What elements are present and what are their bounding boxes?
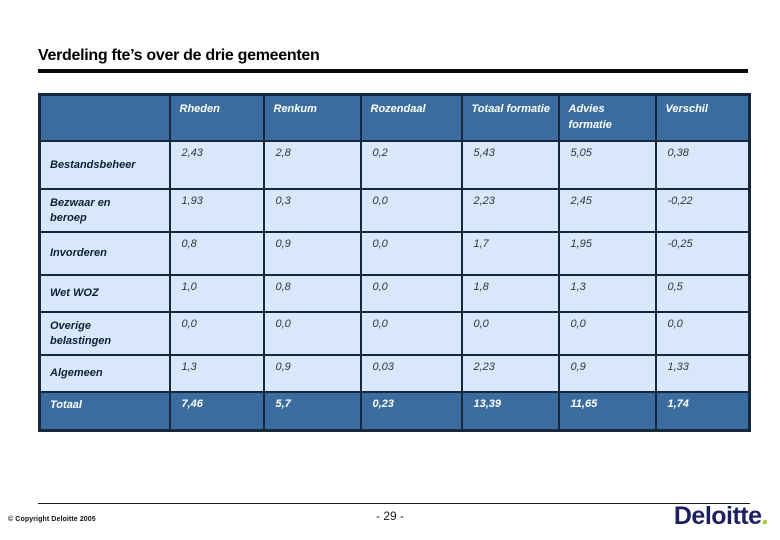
row-label: Overige belastingen bbox=[38, 311, 171, 356]
table-cell: 0,0 bbox=[168, 311, 265, 356]
table-cell: 1,8 bbox=[460, 274, 560, 313]
table-cell: 1,0 bbox=[168, 274, 265, 313]
table-cell: 5,43 bbox=[460, 140, 560, 190]
total-row: Totaal 7,46 5,7 0,23 13,39 11,65 1,74 bbox=[38, 391, 751, 431]
table-cell: 0,0 bbox=[654, 311, 751, 356]
table-cell: 1,3 bbox=[557, 274, 657, 313]
table-row: Overige belastingen 0,0 0,0 0,0 0,0 0,0 0,0 bbox=[38, 311, 751, 356]
row-label: Totaal bbox=[38, 391, 171, 431]
column-header: Rozendaal bbox=[359, 93, 463, 142]
row-label: Invorderen bbox=[38, 231, 171, 276]
table-cell: 1,33 bbox=[654, 354, 751, 393]
page-number: - 29 - bbox=[375, 509, 404, 523]
table-cell: 1,3 bbox=[168, 354, 265, 393]
table-cell: 1,95 bbox=[557, 231, 657, 276]
row-label: Wet WOZ bbox=[38, 274, 171, 313]
table-cell: 0,9 bbox=[262, 231, 362, 276]
title-underline-rule bbox=[38, 69, 748, 73]
table-row: Wet WOZ 1,0 0,8 0,0 1,8 1,3 0,5 bbox=[38, 274, 751, 313]
table-cell: 0,5 bbox=[654, 274, 751, 313]
table-cell: 0,8 bbox=[168, 231, 265, 276]
column-header: Rheden bbox=[168, 93, 265, 142]
table-cell: 0,0 bbox=[557, 311, 657, 356]
table-header-row: Rheden Renkum Rozendaal Totaal formatie Advi… bbox=[38, 93, 751, 142]
row-label: Algemeen bbox=[38, 354, 171, 393]
table-row: Bestandsbeheer 2,43 2,8 0,2 5,43 5,05 0,38 bbox=[38, 140, 751, 190]
column-header: Totaal formatie bbox=[460, 93, 560, 142]
copyright-text: © Copyright Deloitte 2005 bbox=[8, 516, 96, 523]
table-cell: 1,7 bbox=[460, 231, 560, 276]
table-cell: 0,0 bbox=[359, 311, 463, 356]
footer-rule bbox=[38, 503, 750, 504]
table-cell: 11,65 bbox=[557, 391, 657, 431]
table-cell: 7,46 bbox=[168, 391, 265, 431]
table-cell: 0,38 bbox=[654, 140, 751, 190]
table-cell: 0,23 bbox=[359, 391, 463, 431]
table-cell: 0,0 bbox=[262, 311, 362, 356]
table-cell: 2,23 bbox=[460, 188, 560, 233]
fte-table-container: Rheden Renkum Rozendaal Totaal formatie Advi… bbox=[38, 93, 751, 432]
table-cell: 5,7 bbox=[262, 391, 362, 431]
table-cell: 2,8 bbox=[262, 140, 362, 190]
table-cell: 0,8 bbox=[262, 274, 362, 313]
table-cell: 0,0 bbox=[359, 188, 463, 233]
table-cell: 1,74 bbox=[654, 391, 751, 431]
table-cell: 1,93 bbox=[168, 188, 265, 233]
row-label: Bestandsbeheer bbox=[38, 140, 171, 190]
table-cell: 0,0 bbox=[359, 231, 463, 276]
page-title: Verdeling fte’s over de drie gemeenten bbox=[38, 47, 320, 64]
column-header: Advies formatie bbox=[557, 93, 657, 142]
table-row: Bezwaar en beroep 1,93 0,3 0,0 2,23 2,45 -0,22 bbox=[38, 188, 751, 233]
table-cell: 0,0 bbox=[460, 311, 560, 356]
deloitte-logo-text: Deloitte bbox=[673, 502, 762, 530]
column-header: Verschil bbox=[654, 93, 751, 142]
table-cell: 2,23 bbox=[460, 354, 560, 393]
column-header: Renkum bbox=[262, 93, 362, 142]
deloitte-logo: Deloitte. bbox=[673, 502, 769, 531]
table-cell: 0,03 bbox=[359, 354, 463, 393]
corner-header-cell bbox=[38, 93, 171, 142]
table-cell: 13,39 bbox=[460, 391, 560, 431]
deloitte-logo-green-dot: . bbox=[761, 502, 769, 530]
table-cell: 0,9 bbox=[262, 354, 362, 393]
row-label: Bezwaar en beroep bbox=[38, 188, 171, 233]
table-cell: 0,0 bbox=[359, 274, 463, 313]
fte-table: Rheden Renkum Rozendaal Totaal formatie Advi… bbox=[38, 93, 751, 432]
table-cell: -0,22 bbox=[654, 188, 751, 233]
table-cell: 5,05 bbox=[557, 140, 657, 190]
table-cell: 2,43 bbox=[168, 140, 265, 190]
table-body: Bestandsbeheer 2,43 2,8 0,2 5,43 5,05 0,38 Bezw… bbox=[38, 140, 751, 431]
table-cell: 2,45 bbox=[557, 188, 657, 233]
table-cell: 0,2 bbox=[359, 140, 463, 190]
table-cell: -0,25 bbox=[654, 231, 751, 276]
table-cell: 0,9 bbox=[557, 354, 657, 393]
table-cell: 0,3 bbox=[262, 188, 362, 233]
table-row: Algemeen 1,3 0,9 0,03 2,23 0,9 1,33 bbox=[38, 354, 751, 393]
table-row: Invorderen 0,8 0,9 0,0 1,7 1,95 -0,25 bbox=[38, 231, 751, 276]
